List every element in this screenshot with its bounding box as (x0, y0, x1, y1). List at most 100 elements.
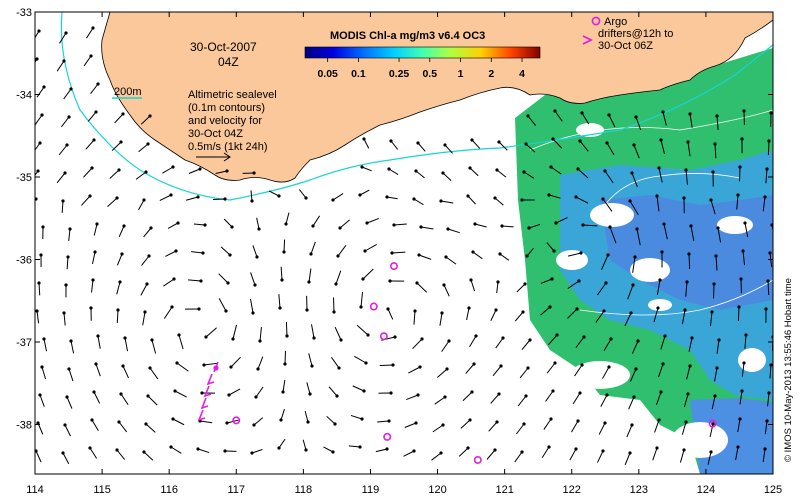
velocity-arrow-origin (335, 394, 339, 398)
velocity-arrow-origin (177, 333, 181, 337)
argo-drifter-track (197, 361, 219, 422)
x-tick-label: 124 (697, 484, 715, 496)
velocity-arrow (253, 417, 264, 426)
velocity-arrow-origin (770, 223, 773, 227)
velocity-arrow-origin (661, 110, 665, 114)
velocity-arrow (359, 189, 370, 196)
velocity-arrow-origin (121, 112, 125, 116)
date-label: 30-Oct-2007 (190, 40, 257, 54)
velocity-arrow-origin (250, 451, 254, 455)
velocity-arrow-origin (630, 423, 634, 427)
velocity-arrow-origin (550, 277, 554, 281)
velocity-arrow (499, 253, 510, 261)
velocity-arrow (636, 228, 641, 246)
velocity-arrow-origin (39, 253, 43, 257)
velocity-arrow-origin (64, 283, 68, 287)
velocity-arrow-origin (690, 336, 694, 340)
velocity-arrow (93, 223, 98, 236)
velocity-arrow-origin (715, 114, 719, 118)
velocity-arrow-origin (716, 226, 720, 230)
velocity-arrow (606, 142, 615, 156)
velocity-arrow-origin (41, 225, 45, 229)
velocity-arrow-origin (40, 365, 44, 369)
velocity-arrow-origin (474, 334, 478, 338)
velocity-arrow-origin (713, 142, 717, 146)
velocity-arrow (92, 251, 96, 265)
velocity-arrow-origin (120, 252, 124, 256)
velocity-arrow-origin (686, 392, 690, 396)
velocity-arrow (278, 294, 281, 309)
velocity-arrow-origin (418, 365, 422, 369)
velocity-arrow (268, 190, 280, 197)
velocity-arrow (440, 200, 454, 204)
velocity-arrow (116, 253, 123, 266)
velocity-arrow (602, 198, 613, 212)
velocity-arrow-origin (553, 109, 557, 113)
velocity-arrow-origin (447, 339, 451, 343)
velocity-arrow (567, 252, 582, 257)
velocity-arrow (256, 217, 260, 230)
velocity-arrow-origin (307, 280, 311, 284)
velocity-arrow (354, 355, 367, 364)
velocity-arrow-origin (470, 138, 474, 142)
velocity-arrow-origin (364, 361, 368, 365)
velocity-arrow (627, 284, 634, 300)
velocity-arrow-origin (630, 171, 634, 175)
velocity-arrow (492, 365, 502, 377)
velocity-arrow-origin (388, 279, 392, 283)
velocity-arrow (466, 307, 470, 321)
velocity-arrow (151, 339, 157, 354)
velocity-arrow-origin (743, 221, 747, 225)
velocity-arrow (521, 339, 531, 351)
velocity-arrow-origin (119, 392, 123, 396)
velocity-arrow (631, 340, 639, 354)
velocity-arrow (193, 223, 206, 226)
velocity-arrow (386, 196, 398, 200)
velocity-arrow-origin (64, 31, 68, 35)
velocity-arrow-origin (62, 311, 66, 315)
velocity-arrow-origin (576, 167, 580, 171)
velocity-arrow-origin (229, 365, 233, 369)
velocity-arrow-origin (254, 395, 258, 399)
velocity-arrow (771, 224, 773, 234)
velocity-arrow-origin (117, 420, 121, 424)
velocity-arrow (90, 83, 99, 94)
velocity-arrow (215, 170, 228, 175)
velocity-arrow-origin (655, 194, 659, 198)
velocity-arrow (259, 326, 262, 342)
velocity-arrow-origin (683, 308, 687, 312)
velocity-arrow (635, 116, 642, 131)
velocity-arrow (138, 199, 145, 211)
velocity-arrow-origin (197, 307, 201, 311)
velocity-arrow-origin (171, 165, 175, 169)
velocity-arrow-origin (90, 166, 94, 170)
velocity-arrow-origin (145, 282, 149, 286)
velocity-arrow (735, 446, 739, 461)
velocity-arrow-origin (469, 278, 473, 282)
velocity-arrow-origin (118, 280, 122, 284)
velocity-arrow (432, 424, 444, 433)
velocity-arrow-origin (605, 141, 609, 145)
velocity-arrow-origin (387, 419, 391, 423)
velocity-arrow (38, 282, 41, 296)
velocity-arrow-origin (711, 170, 715, 174)
velocity-arrow (716, 115, 719, 130)
velocity-arrow-origin (634, 115, 638, 119)
velocity-arrow (420, 226, 434, 230)
colorbar-tick-label: 2 (488, 68, 494, 80)
velocity-arrow (769, 364, 772, 379)
velocity-arrow (739, 390, 743, 405)
velocity-arrow-origin (144, 422, 148, 426)
velocity-arrow-origin (387, 167, 391, 171)
velocity-arrow-origin (173, 389, 177, 393)
velocity-arrow-origin (468, 166, 472, 170)
velocity-arrow-origin (115, 448, 119, 452)
velocity-arrow-origin (144, 170, 148, 174)
velocity-arrow-origin (174, 249, 178, 253)
velocity-arrow-origin (580, 111, 584, 115)
velocity-arrow (91, 279, 94, 293)
y-tick-label: -35 (16, 172, 32, 184)
velocity-arrow (323, 446, 334, 453)
velocity-arrow-origin (496, 280, 500, 284)
